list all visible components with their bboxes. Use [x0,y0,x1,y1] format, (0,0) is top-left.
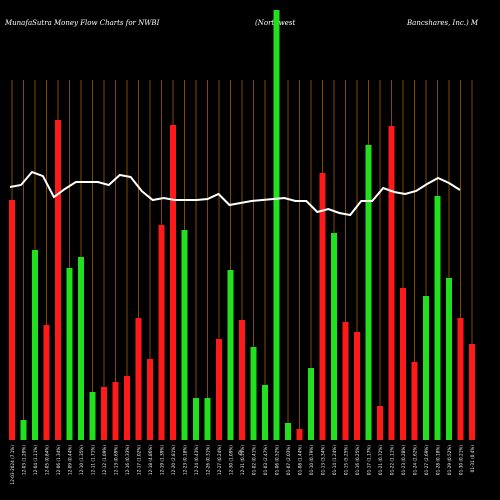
x-tick-label: 12-09 (0.44%) [68,445,73,475]
x-tick-label: 12-30 (1.09%) [229,445,234,475]
x-tick-label: 01-17 (1.17%) [367,445,372,475]
x-tick-label: 12-17 (1.02%) [137,445,142,475]
x-tick-label: 12-23 (0.18%) [183,445,188,475]
outflow-bar [457,318,464,440]
label-layer: 0 12-03-2024 (7.1%) 12-03 (1.29%) 12-04 (1.… [10,445,475,485]
x-tick-label: 01-23 (0.28%) [401,445,406,475]
inflow-bar [250,347,257,440]
x-tick-label: 01-27 (2.69%) [424,445,429,475]
outflow-bar [354,332,360,440]
x-tick-label: 01-15 (5.25%) [344,445,349,475]
x-tick-label: 12-05 (0.84%) [45,445,50,475]
x-tick-label: 01-24 (2.62%) [413,445,418,475]
outflow-bar [400,288,406,440]
outflow-bar [411,362,418,440]
x-tick-label: 01-02 (0.41%) [252,445,257,475]
x-tick-label: 12-20 (2.81%) [171,445,176,475]
x-tick-label: 01-16 (0.25%) [355,445,360,475]
x-tick-label: 12-27 (0.24%) [217,445,222,475]
outflow-bar [469,344,475,440]
x-tick-label: 12-12 (1.09%) [102,445,107,475]
outflow-bar [296,429,303,440]
outflow-bar [135,318,142,440]
x-tick-label: 01-22 (1.11%) [390,445,395,475]
outflow-bar [239,320,245,440]
x-tick-label: 12-10 (1.35%) [79,445,84,475]
outflow-bar [377,406,383,440]
inflow-bar [66,268,73,440]
outflow-bar [158,225,165,440]
x-tick-label: 01-29 (0.52%) [447,445,452,475]
inflow-bar [434,196,441,440]
x-tick-label: 01-06 (0.52%) [275,445,280,475]
inflow-bar [204,398,211,440]
inflow-bar [32,250,38,440]
inflow-bar [78,257,84,440]
outflow-bar [319,173,326,440]
outflow-bar [9,200,15,440]
x-tick-label: 12-03 (1.29%) [22,445,27,475]
x-tick-label: 12-18 (4.86%) [148,445,153,475]
x-tick-label: 01-14 (1.24%) [332,445,337,475]
chart-title-right: Bancshares, Inc.) M [407,19,479,27]
inflow-bar [446,278,452,440]
outflow-bar [342,322,349,440]
inflow-bar [181,230,188,440]
inflow-bar [262,385,268,440]
x-tick-label: 12-19 (1.39%) [160,445,165,475]
inflow-bar [89,392,96,440]
outflow-bar [124,376,130,440]
x-tick-label: 01-10 (0.79%) [309,445,314,475]
x-tick-label: 01-13 (3.34%) [321,445,326,475]
zero-label: 0 [238,450,242,457]
inflow-bar [285,423,291,440]
chart-title-left: MunafaSutra Money Flow Charts for NWBI [5,19,160,27]
inflow-bar [20,420,27,440]
x-tick-label: 12-31 (0.53%) [240,445,245,475]
outflow-bar [112,382,119,440]
inflow-bar [227,270,234,440]
x-tick-label: 01-30 (0.21%) [459,445,464,475]
x-tick-label: 12-26 (0.31%) [206,445,211,475]
inflow-bar [273,10,280,440]
inflow-bar [193,398,199,440]
x-tick-label: 01-07 (2.03%) [286,445,291,475]
x-tick-label: 12-06 (1.34%) [56,445,61,475]
inflow-bar [308,368,314,440]
x-tick-label: 12-16 (0.33%) [125,445,130,475]
x-tick-label: 12-24 (0.43%) [194,445,199,475]
outflow-bar [101,387,107,440]
bar-layer [9,10,475,440]
outflow-bar [216,339,222,440]
x-tick-label: 01-31 (0.4%) [470,445,475,473]
line-layer [9,170,461,217]
outflow-bar [55,120,61,440]
x-tick-label: 01-28 (0.18%) [436,445,441,475]
x-tick-label: 12-11 (1.71%) [91,445,96,475]
x-tick-label: 01-21 (0.72%) [378,445,383,475]
outflow-bar [170,125,176,440]
outflow-bar [147,359,153,440]
inflow-bar [331,233,337,440]
x-tick-label: 01-03 (2.47%) [263,445,268,475]
outflow-bar [388,126,395,440]
x-tick-label: 12-03-2024 (7.1%) [10,445,15,485]
x-tick-label: 12-13 (0.69%) [114,445,119,475]
x-tick-label: 01-08 (1.44%) [298,445,303,475]
inflow-bar [423,296,429,440]
money-flow-line [9,170,461,217]
x-tick-label: 12-04 (1.11%) [33,445,38,475]
inflow-bar [365,145,372,440]
outflow-bar [43,325,50,440]
